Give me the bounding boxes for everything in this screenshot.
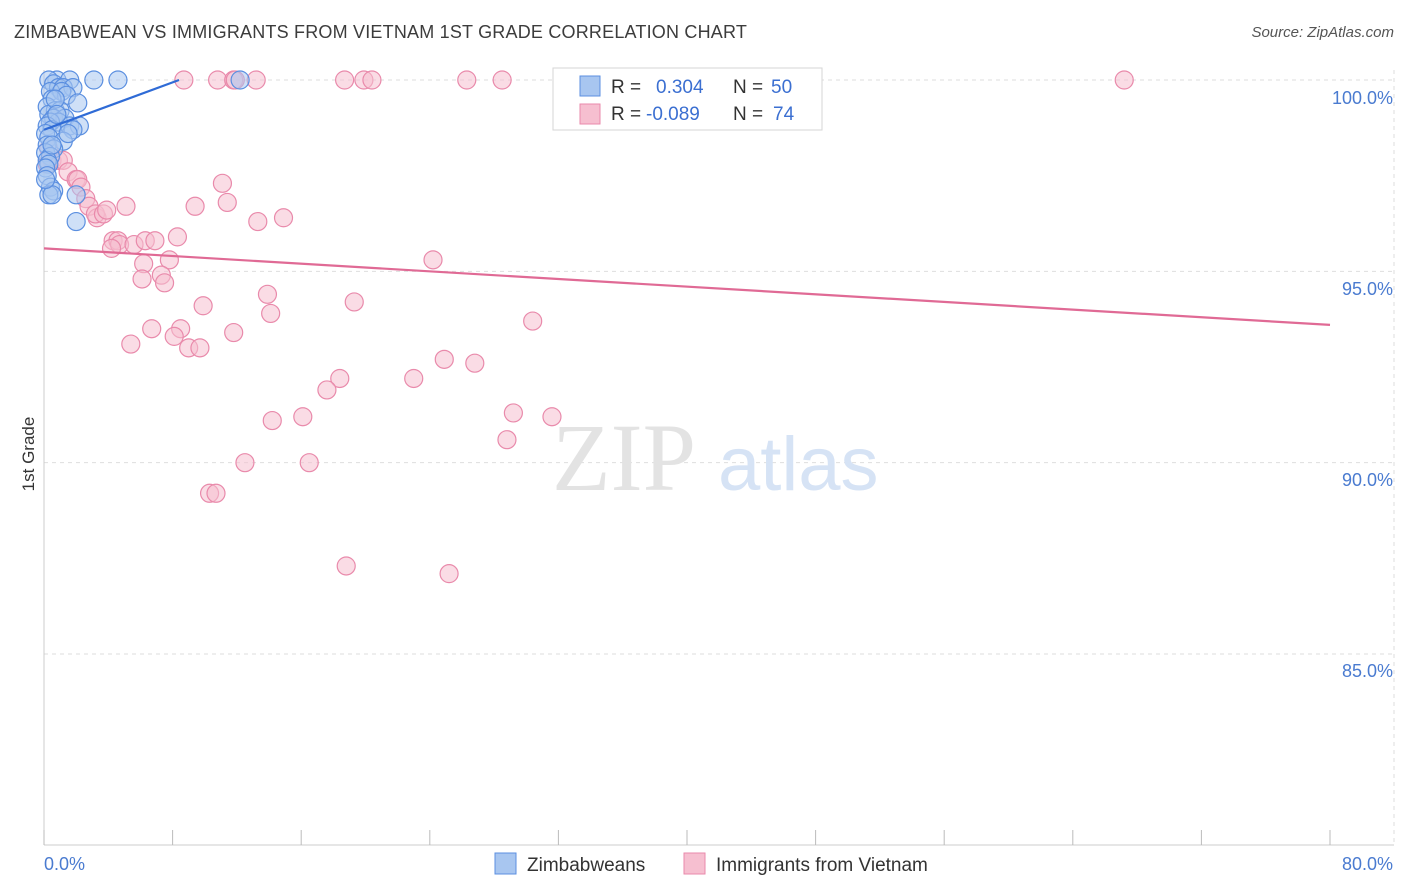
legend-r-value-pink: -0.089 [646,104,700,125]
point-vietnam [262,410,282,431]
watermark-atlas: atlas [718,422,879,507]
bottom-legend-swatch-blue [494,852,517,875]
bottom-legend-swatch-pink [683,852,706,875]
point-vietnam [212,173,233,193]
y-tick-label: 85.0% [1342,661,1393,681]
x-tick-label-max: 80.0% [1342,854,1393,874]
point-zimbabwean [36,169,56,190]
y-tick-label: 90.0% [1342,470,1393,490]
point-vietnam [121,334,141,354]
point-vietnam [185,196,205,216]
point-vietnam [167,227,188,247]
point-zimbabwean [47,104,67,125]
point-zimbabwean [108,70,128,90]
point-zimbabwean [58,123,78,144]
y-tick-label: 100.0% [1332,88,1393,108]
chart-title: ZIMBABWEAN VS IMMIGRANTS FROM VIETNAM 1S… [14,22,748,42]
point-zimbabwean [84,70,104,90]
point-vietnam [423,250,443,270]
point-vietnam [193,296,213,316]
point-vietnam [97,200,117,220]
point-vietnam [132,269,152,289]
point-vietnam [434,349,454,369]
point-vietnam [273,208,294,228]
point-vietnam [116,196,136,216]
point-vietnam [299,453,319,473]
point-vietnam [336,556,356,576]
point-vietnam [142,319,162,339]
point-vietnam [344,292,364,312]
series-zimbabwean-points [36,70,250,232]
y-tick-label: 95.0% [1342,279,1393,299]
trend-lines [43,78,1331,327]
point-zimbabwean [66,185,86,205]
chart-source: Source: ZipAtlas.com [1251,24,1394,41]
legend-swatch-blue [579,75,601,97]
point-vietnam [330,368,350,389]
point-vietnam [217,192,237,213]
point-vietnam [190,338,210,358]
legend-n-label-pink: N = [733,104,763,125]
point-vietnam [224,322,244,343]
legend-n-value-blue: 50 [771,77,792,98]
point-vietnam [317,380,337,400]
point-vietnam [404,368,424,389]
point-vietnam [257,284,278,304]
point-vietnam [208,70,228,90]
point-vietnam [164,326,184,346]
point-vietnam [174,70,194,90]
axis-layer [43,830,1394,846]
series-legend: Zimbabweans Immigrants from Vietnam [494,852,928,876]
correlation-legend: R = 0.304 N = 50 R = -0.089 N = 74 [552,67,823,131]
trend-line-vietnam [43,247,1331,327]
watermark-zip: ZIP [552,404,696,511]
point-vietnam [497,430,517,450]
point-vietnam [439,564,459,584]
y-axis-label: 1st Grade [19,417,38,492]
y-tick-labels: 100.0% 95.0% 90.0% 85.0% [1332,88,1393,681]
point-vietnam [542,407,562,427]
point-vietnam [206,483,226,503]
point-vietnam [503,403,523,423]
legend-swatch-pink [579,103,601,125]
x-tick-label-min: 0.0% [44,854,85,874]
point-vietnam [246,70,266,90]
point-zimbabwean [66,211,86,232]
point-vietnam [101,238,122,258]
legend-r-label-pink: R = [611,104,641,125]
point-vietnam [261,303,281,324]
legend-r-value-blue: 0.304 [656,77,704,98]
bottom-legend-label-vietnam: Immigrants from Vietnam [716,855,928,876]
point-vietnam [492,70,512,90]
point-vietnam [154,273,175,293]
point-vietnam [465,353,485,373]
point-vietnam [457,70,477,90]
point-zimbabwean [42,135,62,155]
point-vietnam [248,211,268,232]
point-vietnam [235,453,255,473]
point-vietnam [335,70,355,90]
point-zimbabwean [68,93,88,113]
point-vietnam [523,311,543,331]
legend-n-value-pink: 74 [773,104,795,125]
point-vietnam [293,407,313,427]
bottom-legend-label-zimbabweans: Zimbabweans [527,855,645,876]
trend-line-zimbabwean [43,78,180,131]
point-vietnam [362,70,382,90]
legend-n-label-blue: N = [733,77,763,98]
point-zimbabwean [230,70,250,90]
point-vietnam [1114,70,1134,90]
point-vietnam [145,231,165,251]
legend-r-label-blue: R = [611,77,641,98]
series-vietnam-points [37,70,1134,584]
